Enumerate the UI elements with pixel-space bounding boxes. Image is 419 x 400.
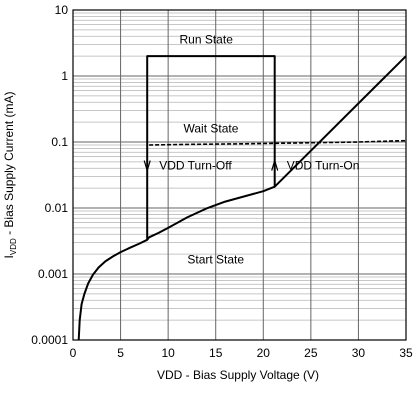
y-tick-label: 0.0001 <box>31 333 68 347</box>
plot-area <box>77 55 407 341</box>
series-line-1 <box>77 185 276 341</box>
arrow-down-mark <box>143 160 151 173</box>
tick-labels: 0 5 10 15 20 25 30 35 0.0001 0.001 0.01 0.1 1 10 <box>31 3 413 360</box>
annotation-label: Start State <box>187 253 244 267</box>
y-tick-label: 0.01 <box>45 201 69 215</box>
x-tick-label: 35 <box>399 346 413 360</box>
annotation-label: Wait State <box>183 122 238 136</box>
y-tick-label: 1 <box>61 69 68 83</box>
x-tick-label: 10 <box>161 346 175 360</box>
y-tick-label: 0.001 <box>38 267 68 281</box>
annotation-arrow-up <box>271 158 279 171</box>
x-axis-label: VDD - Bias Supply Voltage (V) <box>157 368 319 382</box>
x-tick-label: 5 <box>117 346 124 360</box>
x-tick-label: 25 <box>304 346 318 360</box>
arrow-up-mark <box>271 158 279 171</box>
series-line-3 <box>149 139 407 146</box>
x-tick-label: 0 <box>70 346 77 360</box>
x-tick-label: 15 <box>209 346 223 360</box>
x-tick-label: 30 <box>352 346 366 360</box>
y-tick-label: 10 <box>55 3 69 17</box>
annotation-arrow-down <box>143 160 151 173</box>
plot-frame <box>72 9 407 341</box>
y-axis-label-sub: VDD <box>9 238 18 255</box>
y-axis-label-suffix: - Bias Supply Current (mA) <box>2 92 16 239</box>
y-axis-label-prefix: I <box>2 255 16 258</box>
annotation-label: VDD Turn-On <box>287 159 360 173</box>
annotation-label: VDD Turn-Off <box>159 159 232 173</box>
annotation-label: Run State <box>180 32 234 46</box>
annotations: Run State Wait State VDD Turn-Off VDD Turn-… <box>143 32 360 267</box>
y-tick-label: 0.1 <box>51 135 68 149</box>
y-axis-label: IVDD - Bias Supply Current (mA) <box>2 92 18 259</box>
x-tick-label: 20 <box>257 346 271 360</box>
